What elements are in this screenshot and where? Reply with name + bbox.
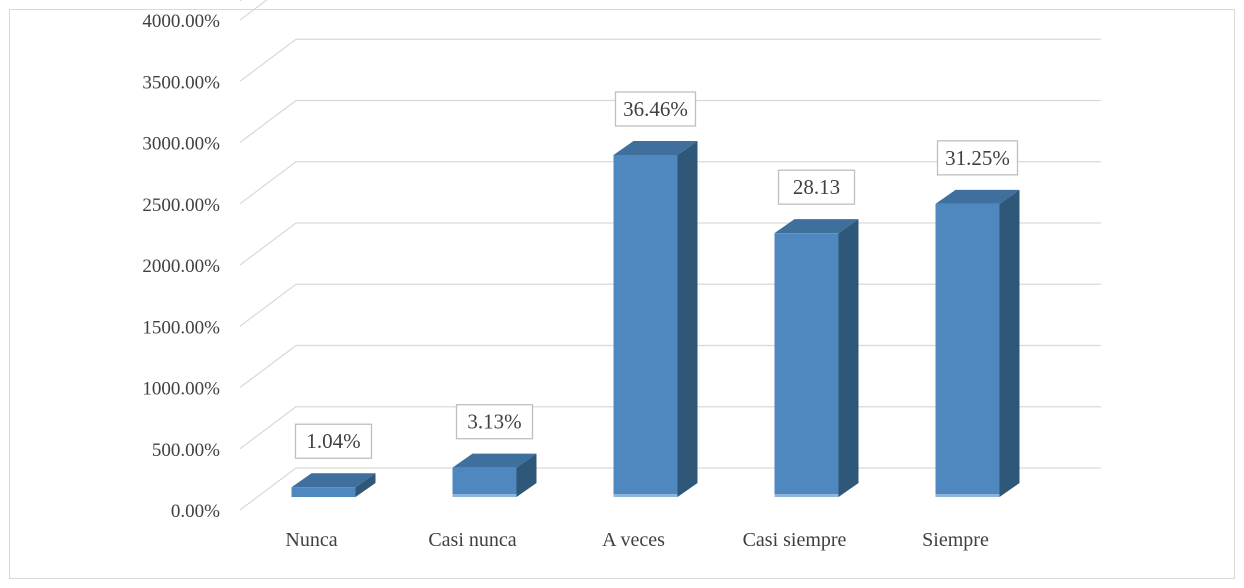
bar-casi-siempre [774, 219, 859, 497]
data-label: 36.46% [614, 91, 697, 127]
data-label: 3.13% [455, 404, 534, 440]
bar-top [291, 473, 376, 488]
bar-front [613, 155, 678, 497]
bar-top [452, 453, 537, 468]
bar-a-veces [613, 141, 698, 497]
gridline [239, 0, 242, 2]
bar-side [355, 473, 376, 497]
y-axis-tick-labels: 0.00% 500.00% 1000.00% 1500.00% 2000.00% 2500… [142, 11, 220, 522]
gridline [239, 99, 1101, 143]
bar-siempre [935, 189, 1020, 497]
bar-front [774, 233, 839, 497]
bar-base-highlight [452, 494, 517, 497]
bar-top [613, 141, 698, 155]
bar-front [452, 467, 517, 497]
bar-base-highlight [613, 494, 678, 497]
x-tick-label: A veces [602, 529, 665, 551]
bar-side [999, 189, 1020, 497]
bar-side [677, 141, 698, 497]
bar-casi-nunca [452, 453, 537, 497]
data-label: 31.25% [936, 140, 1019, 176]
bar-base-highlight [774, 494, 839, 497]
y-tick-label: 4000.00% [142, 11, 220, 32]
x-tick-label: Casi siempre [743, 529, 847, 551]
y-tick-label: 500.00% [152, 440, 220, 461]
y-tick-label: 1000.00% [142, 379, 220, 400]
bar-side [516, 453, 537, 497]
data-label: 1.04% [294, 423, 373, 459]
bar-front [935, 203, 1000, 497]
data-label-text: 36.46% [623, 97, 688, 121]
x-tick-label: Casi nunca [428, 529, 516, 551]
bars [291, 141, 1020, 497]
y-tick-label: 1500.00% [142, 317, 220, 338]
data-label-text: 28.13 [793, 175, 840, 199]
x-tick-label: Nunca [285, 529, 337, 551]
bar-base-highlight [935, 494, 1000, 497]
data-label-text: 3.13% [467, 410, 521, 434]
bar-top [774, 219, 859, 234]
data-label-text: 31.25% [945, 146, 1010, 170]
data-labels: 1.04% 3.13% 36.46% 28.13 31.25% [294, 91, 1019, 459]
bar-front [291, 487, 356, 497]
y-tick-label: 3000.00% [142, 134, 220, 155]
gridline [239, 38, 1101, 82]
bar-side [838, 219, 859, 497]
gridline [239, 161, 1101, 205]
gridline [239, 0, 268, 21]
y-tick-label: 2000.00% [142, 256, 220, 277]
bar-nunca [291, 473, 376, 497]
x-axis-tick-labels: Nunca Casi nunca A veces Casi siempre Siempr… [285, 529, 989, 551]
data-label: 28.13 [777, 169, 856, 205]
bar-top [935, 189, 1020, 204]
y-tick-label: 3500.00% [142, 72, 220, 93]
y-tick-label: 2500.00% [142, 195, 220, 216]
y-tick-label: 0.00% [171, 501, 220, 522]
data-label-text: 1.04% [306, 429, 360, 453]
x-tick-label: Siempre [922, 529, 989, 551]
